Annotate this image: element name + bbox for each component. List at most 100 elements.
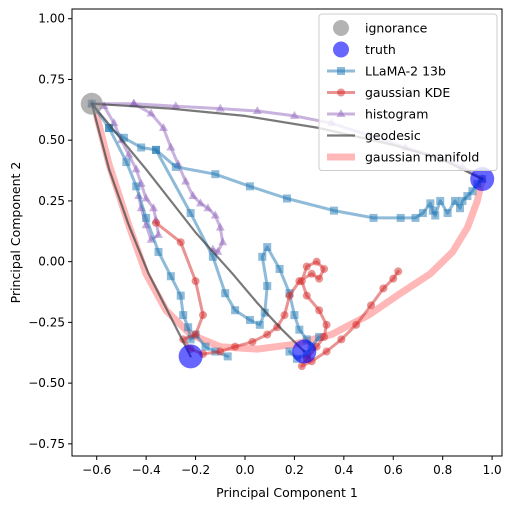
llama-2-13b-point [221,289,230,298]
histogram-point [131,164,141,173]
llama-2-13b-point [436,196,445,205]
histogram-point [218,237,228,246]
y-tick-label: 0.75 [38,72,65,86]
llama-2-13b-point [329,206,338,215]
gaussian-kde-point [248,337,257,346]
gaussian-kde-point [312,257,321,266]
gaussian-kde-point [367,301,376,310]
truth-point [292,339,317,364]
y-tick-label: −0.50 [28,376,65,390]
gaussian-kde-point [263,330,272,339]
gaussian-kde-point [191,277,200,286]
gaussian-kde-point [302,262,311,271]
gaussian-kde-point [315,274,324,283]
legend: ignorance truth LLaMA-2 13b gaussian KDE his… [318,13,498,171]
truth-point [178,344,203,369]
legend-llama-2-13b-label: LLaMA-2 13b [365,64,446,79]
gaussian-kde-point [379,284,388,293]
llama-2-13b-point [295,325,304,334]
llama-2-13b-point [428,206,437,215]
llama-2-13b-point [176,291,185,300]
legend-llama-2-13b-marker [337,67,345,75]
gaussian-kde-point [231,342,240,351]
legend-box [318,13,498,171]
gaussian-manifold-line [93,112,486,353]
x-tick-label: −0.2 [181,463,210,477]
x-tick-label: −0.4 [132,463,161,477]
legend-gaussian-kde-label: gaussian KDE [365,85,450,100]
llama-2-13b-point [201,342,210,351]
x-tick-label: 0.4 [334,463,353,477]
histogram-point [129,98,139,107]
legend-ignorance-marker [333,20,349,36]
gaussian-kde-point [297,362,306,371]
gaussian-kde-point [280,311,289,320]
histogram-point [203,203,213,212]
histogram-point [149,203,159,212]
llama-2-13b-point [122,158,131,167]
gaussian-kde-point [285,291,294,300]
legend-truth-label: truth [365,42,396,57]
x-tick-label: 0.6 [384,463,403,477]
histogram-point [124,149,134,158]
llama-2-13b-point [275,264,284,273]
y-tick-label: 1.00 [38,12,65,26]
legend-ignorance-label: ignorance [365,21,428,36]
gaussian-kde-point [315,306,324,315]
llama-2-13b-point [208,252,217,261]
plot-frame [71,8,503,457]
y-axis-label: Principal Component 2 [8,162,23,304]
legend-histogram-label: histogram [365,107,428,122]
histogram-point [153,229,163,238]
llama-2-13b-point [119,133,128,142]
x-axis-label: Principal Component 1 [216,485,358,500]
llama-2-13b-point [258,252,267,261]
llama-2-13b-point [458,196,467,205]
geodesic-line [90,102,306,353]
axes-layer: −0.6 −0.4 −0.2 0.0 0.2 0.4 0.6 0.8 1.0 −0.75 −0.50… [28,12,501,477]
histogram-point [215,103,225,112]
llama-2-13b-point [137,143,146,152]
gaussian-kde-point [337,335,346,344]
gaussian-kde-point [176,238,185,247]
x-tick-label: 0.8 [433,463,452,477]
gaussian-kde-point [322,347,331,356]
llama-2-13b-point [418,209,427,218]
llama-2-13b-point [154,247,163,256]
legend-gaussian-manifold-label: gaussian manifold [365,150,479,165]
legend-geodesic-label: geodesic [365,128,421,143]
llama-2-13b-point [263,243,272,252]
llama-2-13b-point [263,281,272,290]
llama-2-13b-point [245,315,254,324]
gaussian-kde-point [322,320,331,329]
gaussian-kde-point [297,277,306,286]
llama-2-13b-point [315,332,324,341]
gaussian-kde-point [320,332,329,341]
llama-2-13b-point [302,335,311,344]
llama-2-13b-point [166,272,175,281]
llama-2-13b-point [255,320,264,329]
llama-2-13b-point [285,347,294,356]
llama-2-13b-point [260,308,269,317]
histogram-point [181,176,191,185]
llama-2-13b-point [426,199,435,208]
llama-2-13b-point [468,187,477,196]
llama-2-13b-point [171,162,180,171]
llama-2-13b-point [396,213,405,222]
histogram-point [289,110,299,119]
gaussian-kde-point [394,267,403,276]
gaussian-kde-point [216,347,225,356]
gaussian-kde-point [320,264,329,273]
llama-2-13b-point [211,170,220,179]
y-tick-label: 0.50 [38,133,65,147]
histogram-point [146,108,156,117]
histogram-point [210,210,220,219]
llama-2-13b-point [152,145,161,154]
histogram-point [188,191,198,200]
legend-histogram-marker [336,109,346,117]
geodesic-line [90,102,192,358]
llama-2-13b-point [451,196,460,205]
histogram-point [166,142,176,151]
llama-2-13b-point [179,311,188,320]
